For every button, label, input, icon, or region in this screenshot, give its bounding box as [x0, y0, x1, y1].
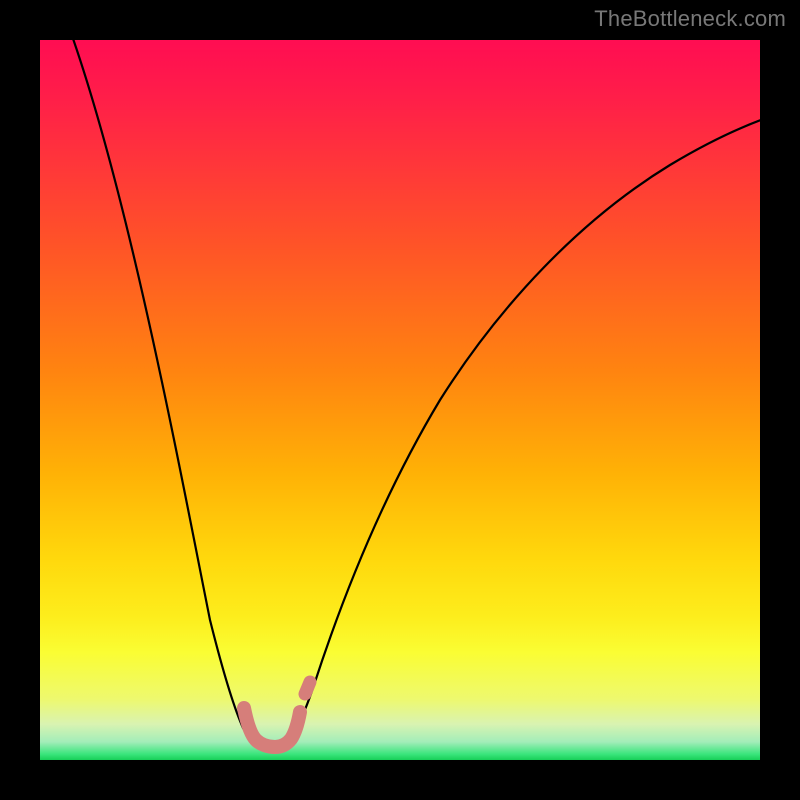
- plot-area: [40, 40, 760, 760]
- chart-frame: TheBottleneck.com: [0, 0, 800, 800]
- curve-layer: [40, 40, 760, 760]
- highlight-segment-1: [244, 708, 300, 747]
- highlight-segment-2: [305, 682, 310, 694]
- bottleneck-curve: [70, 40, 760, 746]
- watermark-text: TheBottleneck.com: [594, 6, 786, 32]
